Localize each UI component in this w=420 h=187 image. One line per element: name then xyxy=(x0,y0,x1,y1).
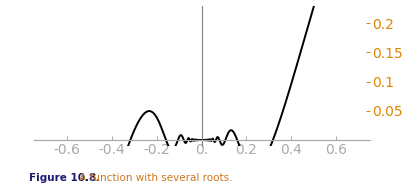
Text: A function with several roots.: A function with several roots. xyxy=(76,173,233,183)
Text: Figure 10.8.: Figure 10.8. xyxy=(29,173,101,183)
